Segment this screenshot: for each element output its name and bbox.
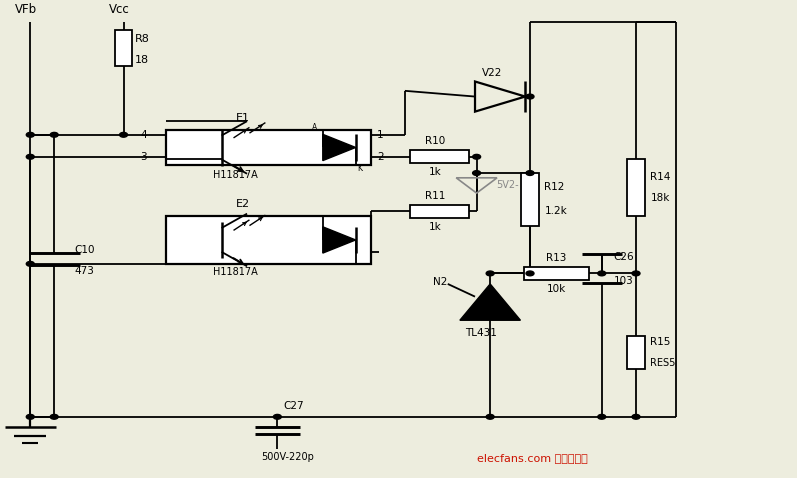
Polygon shape [460, 284, 520, 320]
Text: R8: R8 [135, 34, 150, 44]
Text: R14: R14 [650, 172, 671, 182]
Circle shape [50, 132, 58, 137]
Circle shape [632, 271, 640, 276]
Text: 5V2-: 5V2- [497, 180, 519, 190]
Bar [627, 336, 645, 369]
Text: 103: 103 [614, 276, 634, 285]
Circle shape [26, 414, 34, 419]
Text: VFb: VFb [15, 3, 37, 16]
Text: elecfans.com 电子发烧友: elecfans.com 电子发烧友 [477, 453, 587, 463]
Text: V22: V22 [482, 68, 503, 77]
Text: R10: R10 [426, 137, 446, 146]
Text: N2: N2 [433, 277, 447, 287]
Circle shape [526, 94, 534, 99]
Polygon shape [323, 134, 355, 161]
Text: 500V-220p: 500V-220p [261, 453, 314, 462]
Circle shape [598, 271, 606, 276]
Bar [166, 130, 371, 165]
Polygon shape [323, 227, 355, 253]
Text: 4: 4 [140, 130, 147, 140]
Circle shape [26, 261, 34, 266]
Text: 18k: 18k [650, 193, 669, 203]
Text: 1k: 1k [430, 222, 442, 231]
Text: Vcc: Vcc [109, 3, 130, 16]
Text: A: A [312, 123, 317, 132]
Bar [115, 30, 132, 66]
Circle shape [120, 132, 128, 137]
Text: R11: R11 [426, 191, 446, 201]
Circle shape [26, 132, 34, 137]
Text: 1.2k: 1.2k [544, 206, 567, 216]
Text: RES5: RES5 [650, 358, 676, 368]
Circle shape [598, 414, 606, 419]
Text: 18: 18 [135, 55, 149, 65]
Text: C26: C26 [614, 252, 634, 261]
Bar [410, 150, 469, 163]
Circle shape [632, 414, 640, 419]
Text: C27: C27 [284, 402, 304, 411]
Text: C10: C10 [74, 245, 95, 254]
Bar [524, 267, 589, 280]
Text: K: K [357, 164, 362, 173]
Text: TL431: TL431 [465, 328, 497, 338]
Bar [410, 205, 469, 218]
Text: E1: E1 [236, 113, 250, 123]
Text: 473: 473 [74, 266, 94, 276]
Circle shape [50, 414, 58, 419]
Circle shape [486, 414, 494, 419]
Text: R15: R15 [650, 337, 671, 347]
Text: 10k: 10k [547, 284, 566, 293]
Circle shape [273, 414, 281, 419]
Text: E2: E2 [236, 199, 250, 209]
Circle shape [486, 271, 494, 276]
Text: 2: 2 [377, 152, 383, 162]
Text: R13: R13 [546, 253, 567, 263]
Text: R12: R12 [544, 183, 565, 192]
Circle shape [526, 171, 534, 175]
Bar [166, 216, 371, 264]
Circle shape [473, 154, 481, 159]
Text: H11817A: H11817A [213, 171, 257, 180]
Text: 3: 3 [140, 152, 147, 162]
Text: 1k: 1k [430, 167, 442, 177]
Circle shape [526, 271, 534, 276]
Circle shape [26, 154, 34, 159]
Bar [627, 159, 645, 216]
Bar [521, 173, 539, 226]
Text: H11817A: H11817A [213, 268, 257, 277]
Text: 1: 1 [377, 130, 383, 140]
Circle shape [473, 171, 481, 175]
